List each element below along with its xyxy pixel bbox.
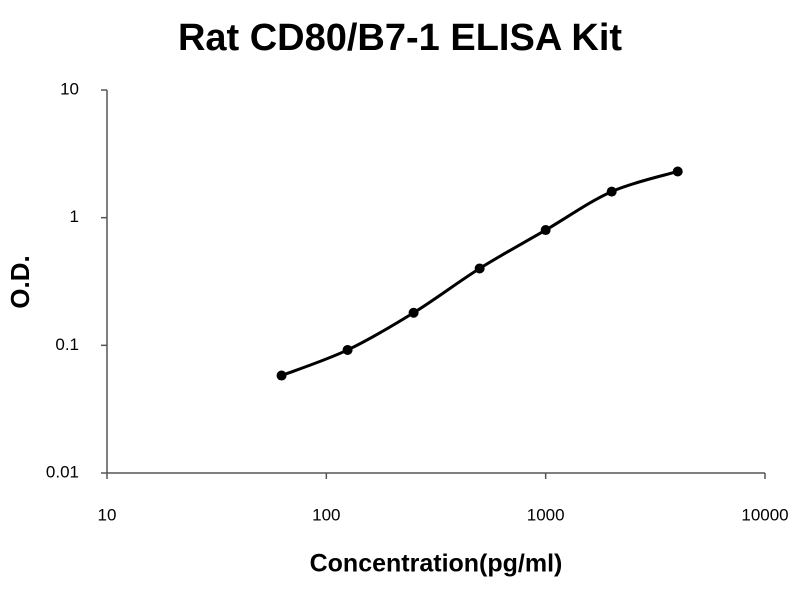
- data-point: [474, 263, 485, 274]
- data-point: [540, 225, 551, 236]
- x-axis-label: Concentration(pg/ml): [310, 550, 563, 578]
- data-point: [408, 307, 419, 318]
- chart-title: Rat CD80/B7-1 ELISA Kit: [178, 17, 622, 59]
- y-tick-label: 0.01: [46, 462, 79, 481]
- x-tick-label: 10: [98, 505, 117, 524]
- y-tick-label: 10: [60, 79, 79, 98]
- x-tick-label: 10000: [741, 505, 788, 524]
- data-point: [672, 166, 683, 177]
- y-tick-label: 1: [70, 207, 79, 226]
- x-tick-label: 1000: [527, 505, 565, 524]
- x-tick-label: 100: [312, 505, 340, 524]
- data-point: [276, 370, 287, 381]
- data-point: [606, 186, 617, 197]
- y-axis-label: O.D.: [5, 255, 35, 308]
- data-point: [342, 344, 353, 355]
- fit-curve: [281, 170, 679, 377]
- y-tick-label: 0.1: [55, 335, 79, 354]
